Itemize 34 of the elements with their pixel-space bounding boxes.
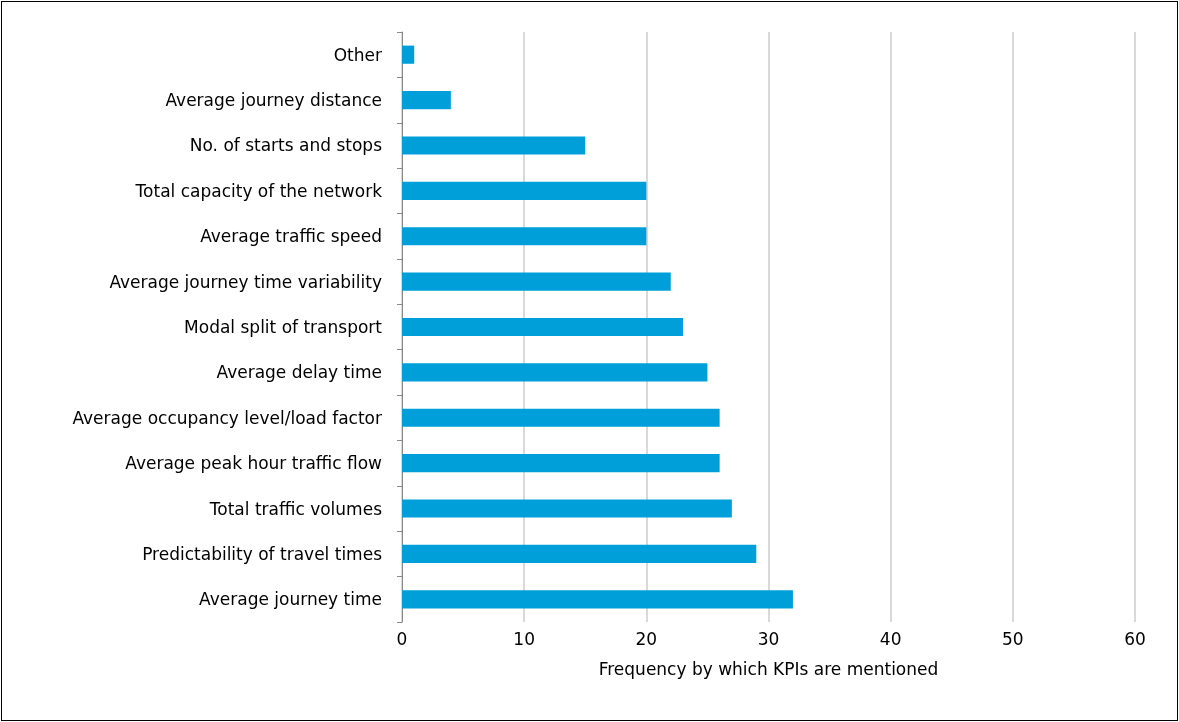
y-tick-label: Average delay time xyxy=(216,362,382,383)
bar xyxy=(402,45,415,64)
y-tick-label: Total traffic volumes xyxy=(208,498,383,519)
y-tick-label: Average journey distance xyxy=(165,90,382,111)
x-tick-label: 0 xyxy=(396,628,408,649)
bar xyxy=(402,317,683,337)
x-axis-title: Frequency by which KPIs are mentioned xyxy=(598,658,939,679)
bar xyxy=(402,181,647,200)
y-tick-label: Average journey time variability xyxy=(109,271,382,292)
bar xyxy=(402,363,708,382)
y-tick-label: Average occupancy level/load factor xyxy=(72,407,382,428)
x-tick-label: 20 xyxy=(635,628,658,649)
y-tick-label: Modal split of transport xyxy=(184,317,383,337)
y-tick-label: No. of starts and stops xyxy=(189,135,383,156)
y-tick-label: Average traffic speed xyxy=(200,226,382,247)
y-tick-label: Predictability of travel times xyxy=(142,543,383,564)
bar xyxy=(402,499,732,518)
bar xyxy=(402,454,720,473)
x-tick-label: 50 xyxy=(1002,628,1024,649)
bar xyxy=(402,272,671,291)
y-tick-label: Other xyxy=(333,44,382,65)
y-tick-label: Total capacity of the network xyxy=(134,180,383,201)
bar xyxy=(402,136,586,155)
x-tick-label: 30 xyxy=(757,628,780,649)
bar xyxy=(402,227,647,246)
x-tick-label: 40 xyxy=(879,628,902,649)
x-tick-label: 60 xyxy=(1124,628,1146,649)
bar xyxy=(402,544,757,563)
y-tick-label: Average peak hour traffic flow xyxy=(125,453,383,474)
bar xyxy=(402,91,451,110)
bar xyxy=(402,590,793,609)
x-tick-label: 10 xyxy=(513,628,535,649)
y-tick-label: Average journey time xyxy=(199,589,382,610)
bar xyxy=(402,408,720,427)
